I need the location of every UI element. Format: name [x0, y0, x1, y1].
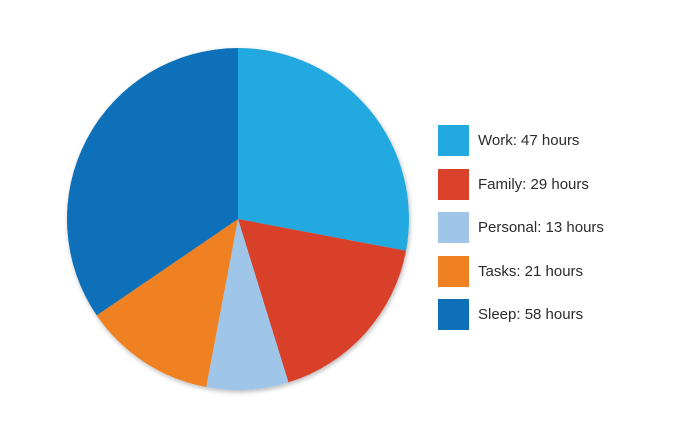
legend-item-tasks: Tasks: 21 hours: [438, 250, 678, 294]
legend-swatch-work: [438, 125, 469, 157]
legend-item-sleep: Sleep: 58 hours: [438, 293, 678, 337]
legend-label-family: Family: 29 hours: [478, 175, 589, 193]
pie-slice-tasks: [96, 219, 239, 388]
legend-item-personal: Personal: 13 hours: [438, 206, 678, 250]
pie-slice-family: [238, 219, 407, 383]
legend-label-tasks: Tasks: 21 hours: [478, 262, 584, 280]
pie-slice-work: [238, 48, 410, 251]
pie-slices: [66, 47, 410, 390]
legend-swatch-sleep: [438, 299, 469, 331]
legend-swatch-personal: [438, 212, 469, 244]
legend-label-work: Work: 47 hours: [478, 132, 580, 150]
legend-swatch-tasks: [438, 255, 469, 287]
legend-label-personal: Personal: 13 hours: [478, 219, 604, 237]
pie-slice-personal: [206, 219, 289, 390]
chart-legend: Work: 47 hours Family: 29 hours Personal…: [438, 119, 678, 337]
pie-slice-sleep: [66, 47, 238, 316]
legend-item-work: Work: 47 hours: [438, 119, 678, 163]
legend-label-sleep: Sleep: 58 hours: [478, 306, 584, 324]
legend-item-family: Family: 29 hours: [438, 163, 678, 207]
legend-swatch-family: [438, 168, 469, 200]
